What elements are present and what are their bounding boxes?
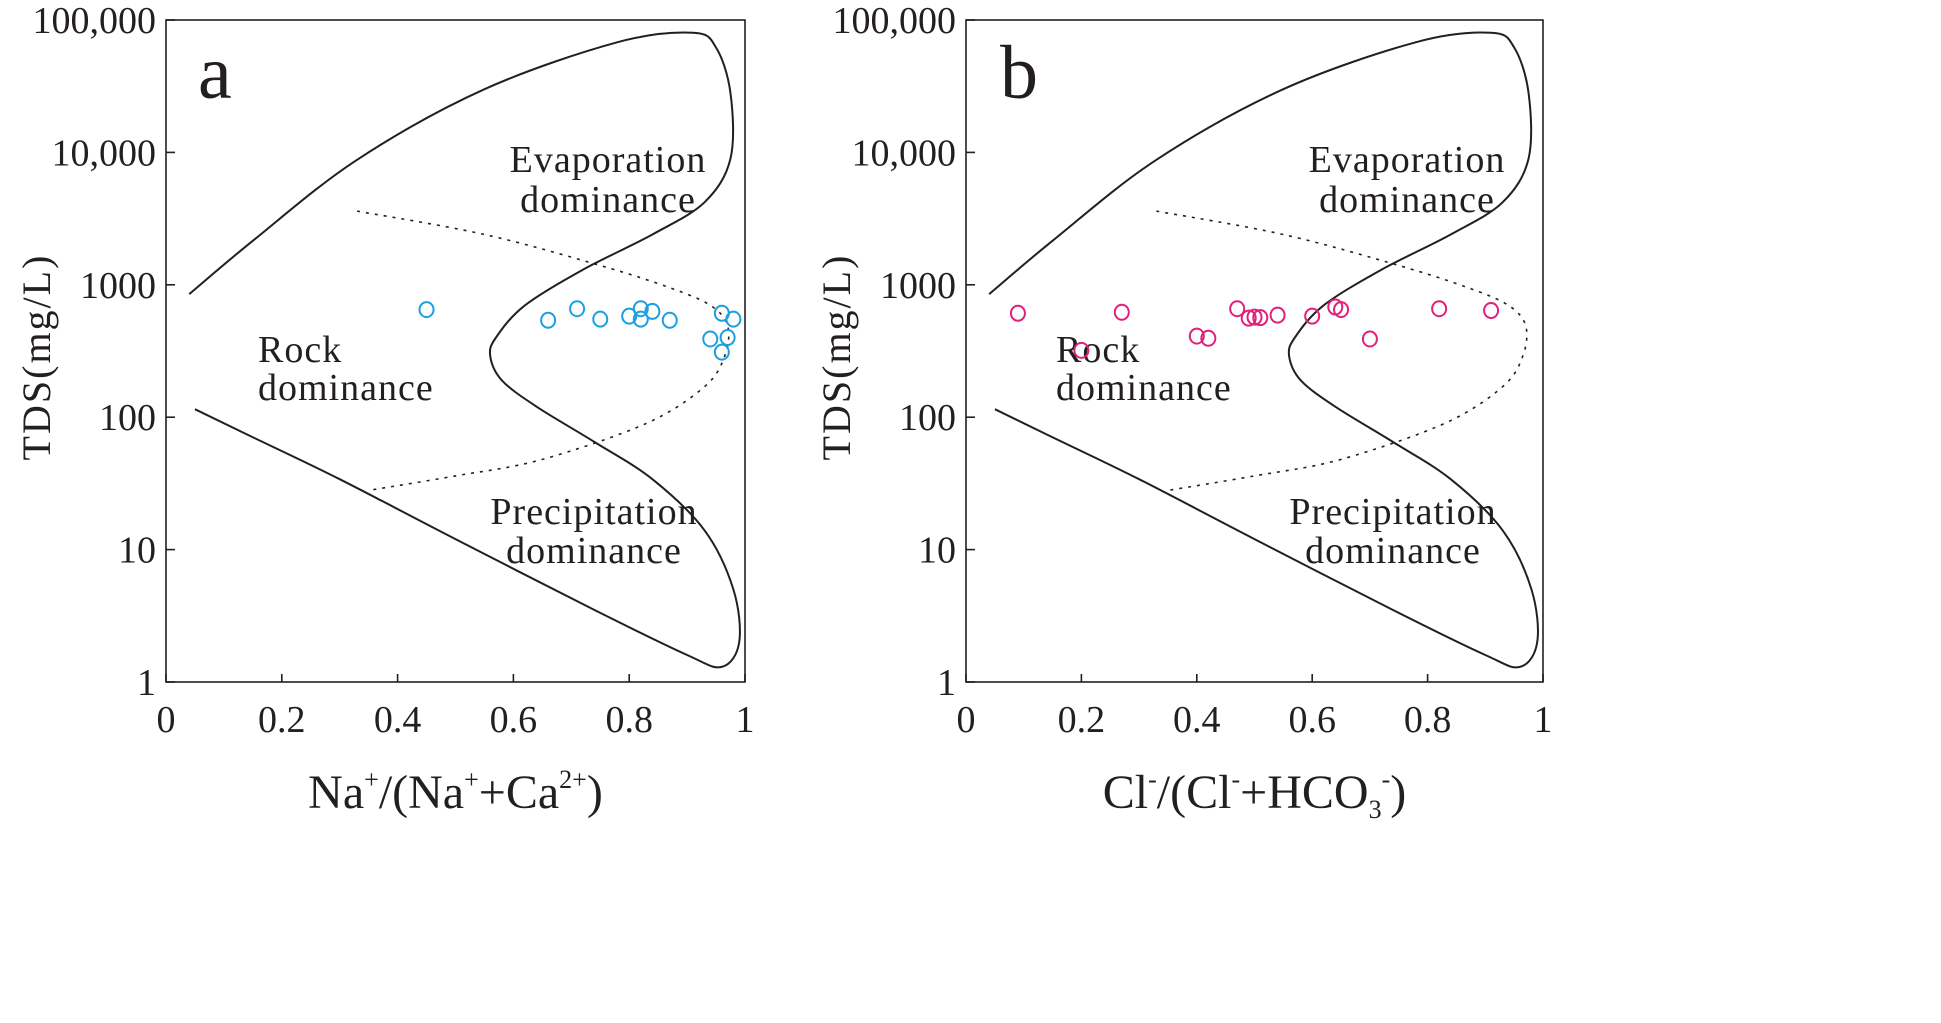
- data-point: [569, 300, 586, 318]
- data-point: [719, 328, 736, 346]
- data-point: [1229, 300, 1246, 318]
- x-tick-label: 0.4: [1173, 699, 1221, 741]
- data-point: [1246, 308, 1263, 326]
- x-axis-label-part: ): [1390, 766, 1406, 819]
- x-tick-label: 0.2: [258, 699, 306, 741]
- x-axis-label-part: Na: [308, 766, 364, 819]
- rock-dominance-boundary: [356, 210, 730, 492]
- y-tick-label: 1000: [80, 265, 156, 307]
- region-label-evaporation: dominance: [520, 179, 696, 221]
- data-point: [418, 301, 435, 319]
- data-point: [644, 302, 661, 320]
- data-point: [1200, 329, 1217, 347]
- y-tick-label: 10,000: [52, 132, 157, 174]
- data-point: [621, 307, 638, 325]
- y-tick-label: 10: [918, 530, 956, 572]
- gibbs-boundary-curve: [988, 31, 1539, 669]
- data-point: [661, 311, 678, 329]
- data-point: [713, 343, 730, 361]
- data-point: [1269, 306, 1286, 324]
- y-tick-label: 1: [137, 662, 156, 704]
- x-tick-label: 0.6: [490, 699, 538, 741]
- data-point: [1333, 301, 1350, 319]
- y-tick-label: 1000: [880, 265, 956, 307]
- data-point: [1483, 301, 1500, 319]
- data-point: [1304, 307, 1321, 325]
- region-label-evaporation: Evaporation: [510, 139, 707, 181]
- data-point: [632, 300, 649, 318]
- x-axis-label: Cl-/(Cl-+HCO3-): [1103, 765, 1406, 824]
- x-axis-label-part: -: [1148, 765, 1157, 794]
- data-point: [1073, 341, 1090, 359]
- data-point: [1240, 309, 1257, 327]
- x-axis-label-part: 2+: [559, 765, 587, 794]
- x-axis-label-part: +: [364, 765, 379, 794]
- x-tick-label: 0.4: [374, 699, 422, 741]
- y-axis-label: TDS(mg/L): [14, 254, 59, 461]
- x-axis-label-part: +HCO: [1240, 766, 1368, 819]
- x-tick-label: 1: [736, 699, 755, 741]
- region-label-evaporation: Evaporation: [1309, 139, 1506, 181]
- region-label-rock: Rock: [258, 329, 342, 371]
- x-tick-label: 0: [157, 699, 176, 741]
- region-label-precipitation: Precipitation: [490, 491, 697, 533]
- data-point: [1188, 327, 1205, 345]
- y-tick-label: 1: [937, 662, 956, 704]
- panel-letter: a: [198, 31, 232, 115]
- region-label-rock: dominance: [258, 367, 434, 409]
- y-tick-label: 10: [118, 530, 156, 572]
- data-point: [1361, 330, 1378, 348]
- panel-a: 1 10 100 1000 10,000 100,000 0 0.2 0.4 0.6 0.8 1 a Ev…: [14, 0, 755, 819]
- data-point: [592, 310, 609, 328]
- data-point: [632, 310, 649, 328]
- y-axis-label: TDS(mg/L): [814, 254, 859, 461]
- x-tick-label: 0: [957, 699, 976, 741]
- y-tick-label: 100,000: [33, 0, 157, 42]
- x-axis-label-part: ): [587, 766, 603, 819]
- y-tick-label: 10,000: [852, 132, 957, 174]
- data-point: [1113, 303, 1130, 321]
- x-axis-label-part: /(Cl: [1157, 766, 1232, 819]
- region-label-precipitation: dominance: [506, 530, 682, 572]
- panel-b: 1 10 100 1000 10,000 100,000 0 0.2 0.4 0.6 0.8 1 b Ev…: [814, 0, 1553, 824]
- x-tick-label: 1: [1534, 699, 1553, 741]
- gibbs-boundary-curve: [188, 31, 741, 669]
- y-tick-label: 100: [899, 397, 956, 439]
- region-label-precipitation: Precipitation: [1289, 491, 1496, 533]
- x-axis-label-part: +Ca: [479, 766, 559, 819]
- x-axis-label: Na+/(Na++Ca2+): [308, 765, 603, 819]
- region-label-rock: dominance: [1056, 367, 1232, 409]
- data-point: [1009, 304, 1026, 322]
- x-axis-label-part: -: [1382, 765, 1391, 794]
- plot-frame: [965, 19, 1544, 683]
- plot-frame: [165, 19, 746, 683]
- rock-dominance-boundary: [1156, 210, 1528, 492]
- data-point: [540, 311, 557, 329]
- region-label-evaporation: dominance: [1319, 179, 1495, 221]
- region-label-precipitation: dominance: [1305, 530, 1481, 572]
- region-label-rock: Rock: [1056, 329, 1140, 371]
- x-tick-label: 0.8: [605, 699, 653, 741]
- x-axis-label-part: +: [464, 765, 479, 794]
- y-tick-label: 100,000: [833, 0, 957, 42]
- x-tick-label: 0.8: [1404, 699, 1452, 741]
- data-point: [725, 310, 742, 328]
- data-point: [702, 330, 719, 348]
- x-axis-label-part: 3: [1369, 795, 1382, 824]
- data-point: [1431, 300, 1448, 318]
- panel-letter: b: [1000, 31, 1038, 115]
- x-tick-label: 0.2: [1058, 699, 1106, 741]
- x-tick-label: 0.6: [1288, 699, 1336, 741]
- y-tick-label: 100: [99, 397, 156, 439]
- data-point: [1252, 309, 1269, 327]
- x-axis-label-part: -: [1231, 765, 1240, 794]
- x-axis-label-part: Cl: [1103, 766, 1148, 819]
- x-axis-label-part: /(Na: [379, 766, 464, 819]
